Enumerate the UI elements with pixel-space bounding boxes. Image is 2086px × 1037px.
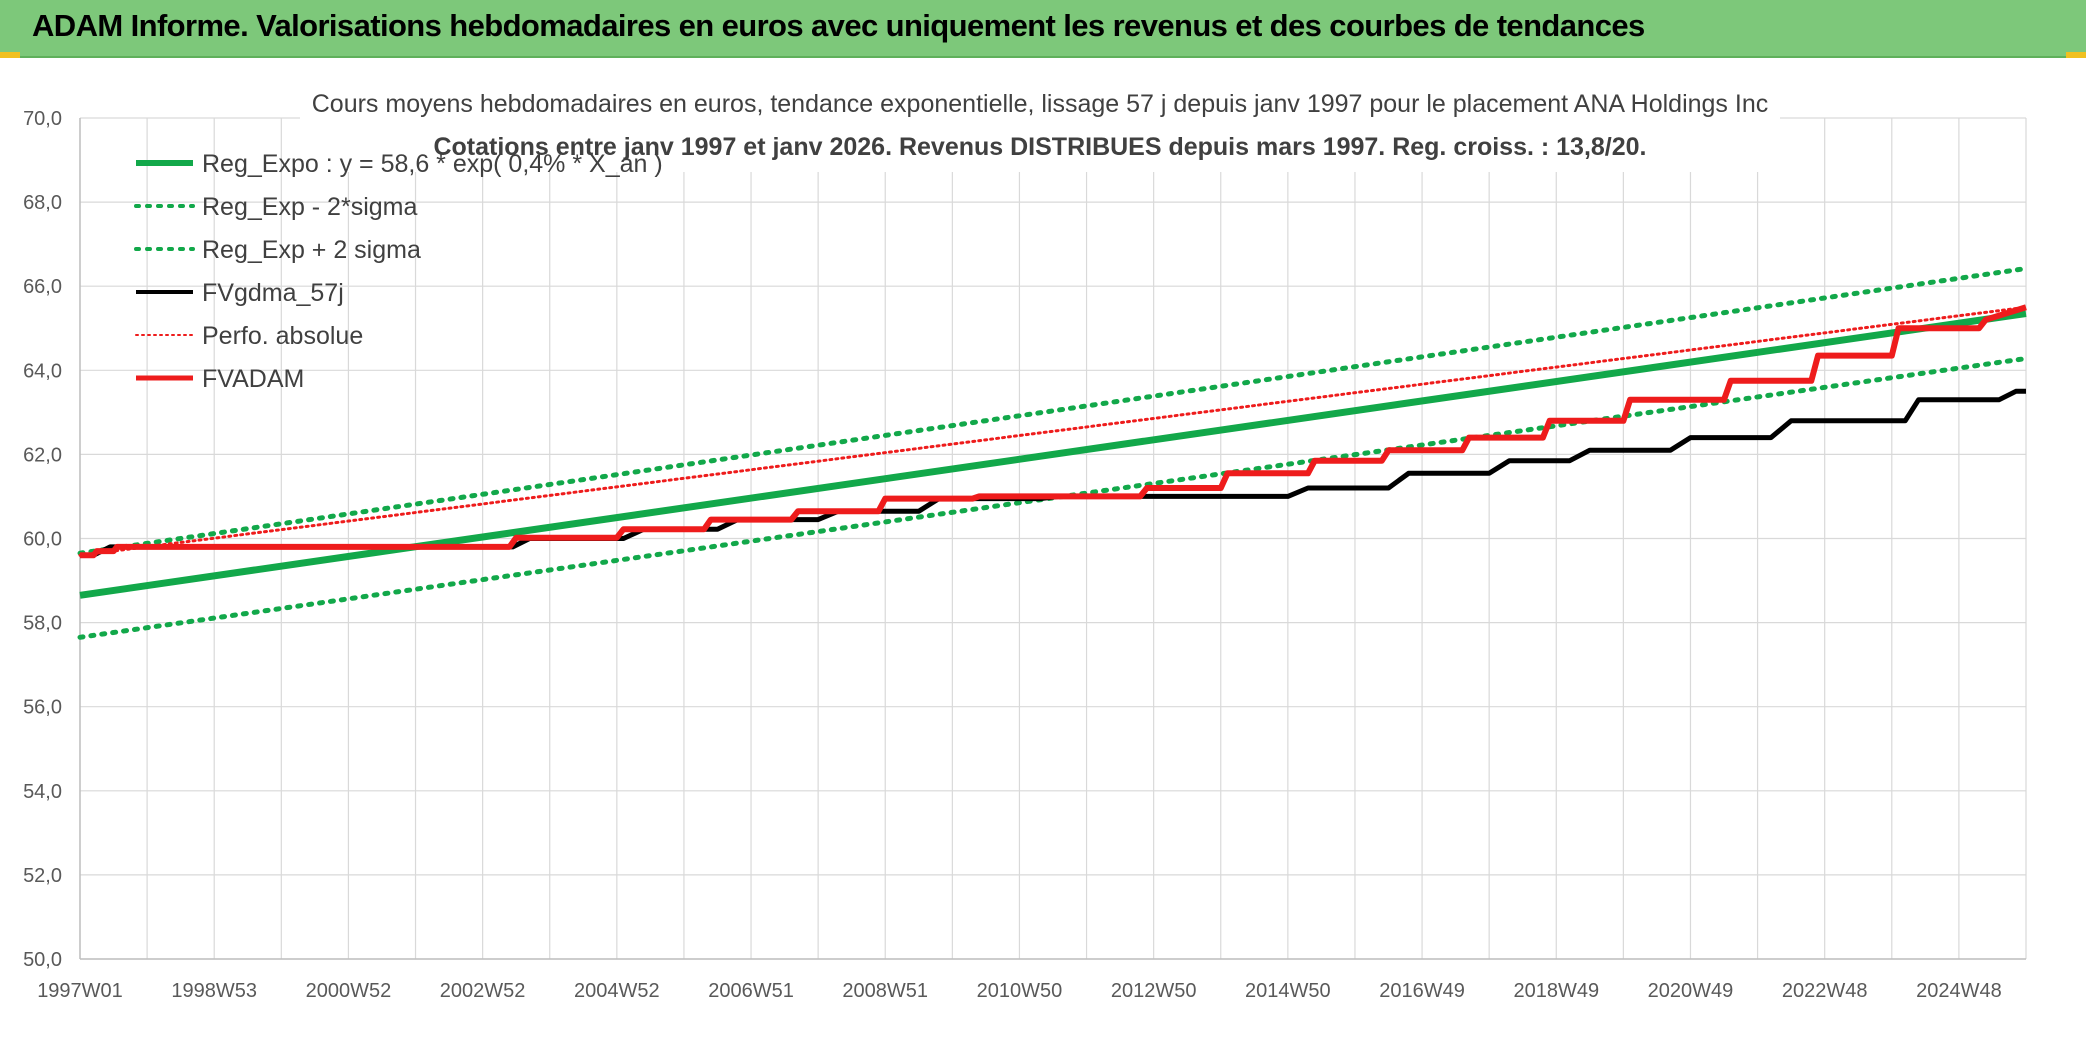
series-line-3 xyxy=(80,388,2026,558)
title-banner: ADAM Informe. Valorisations hebdomadaire… xyxy=(0,0,2086,58)
y-tick-label: 64,0 xyxy=(23,360,62,382)
y-tick-label: 52,0 xyxy=(23,865,62,887)
y-tick-label: 50,0 xyxy=(23,949,62,971)
series-line-2 xyxy=(77,266,2029,556)
y-tick-label: 60,0 xyxy=(23,529,62,551)
x-tick-label: 2012W50 xyxy=(1111,980,1197,1002)
x-tick-label: 2002W52 xyxy=(440,980,526,1002)
legend-label-4: Perfo. absolue xyxy=(202,322,363,350)
x-tick-label: 2018W49 xyxy=(1513,980,1599,1002)
chart-legend: Reg_Expo : y = 58,6 * exp( 0,4% * X_an )… xyxy=(134,150,663,393)
x-tick-label: 2016W49 xyxy=(1379,980,1465,1002)
legend-label-1: Reg_Exp - 2*sigma xyxy=(202,193,417,221)
x-tick-label: 2010W50 xyxy=(977,980,1063,1002)
y-tick-label: 66,0 xyxy=(23,276,62,298)
series-line-4 xyxy=(78,305,2028,557)
y-tick-label: 58,0 xyxy=(23,613,62,635)
corner-mark-right xyxy=(2066,52,2086,58)
x-tick-label: 2006W51 xyxy=(708,980,794,1002)
line-chart: 50,0 52,0 54,0 56,0 58,0 60,0 62,0 64,0 66,0 68,0… xyxy=(0,58,2086,1037)
x-tick-label: 2008W51 xyxy=(842,980,928,1002)
corner-mark-left xyxy=(0,52,20,58)
legend-label-0: Reg_Expo : y = 58,6 * exp( 0,4% * X_an ) xyxy=(202,150,663,178)
legend-label-2: Reg_Exp + 2 sigma xyxy=(202,236,421,264)
y-tick-label: 54,0 xyxy=(23,781,62,803)
x-tick-label: 2014W50 xyxy=(1245,980,1331,1002)
y-tick-label: 62,0 xyxy=(23,444,62,466)
x-tick-label: 1997W01 xyxy=(37,980,123,1002)
x-tick-label: 1998W53 xyxy=(171,980,257,1002)
x-tick-label: 2004W52 xyxy=(574,980,660,1002)
chart-title: Cours moyens hebdomadaires en euros, ten… xyxy=(312,90,1768,118)
banner-title: ADAM Informe. Valorisations hebdomadaire… xyxy=(32,8,1645,43)
y-tick-label: 70,0 xyxy=(23,108,62,130)
y-tick-label: 56,0 xyxy=(23,697,62,719)
y-tick-label: 68,0 xyxy=(23,192,62,214)
x-tick-label: 2024W48 xyxy=(1916,980,2002,1002)
chart-subtitle: Cotations entre janv 1997 et janv 2026. … xyxy=(433,133,1646,161)
legend-label-3: FVgdma_57j xyxy=(202,279,344,307)
series-line-5 xyxy=(80,304,2027,559)
x-tick-label: 2020W49 xyxy=(1648,980,1734,1002)
x-tick-label: 2000W52 xyxy=(306,980,392,1002)
legend-label-5: FVADAM xyxy=(202,365,304,393)
x-tick-label: 2022W48 xyxy=(1782,980,1868,1002)
